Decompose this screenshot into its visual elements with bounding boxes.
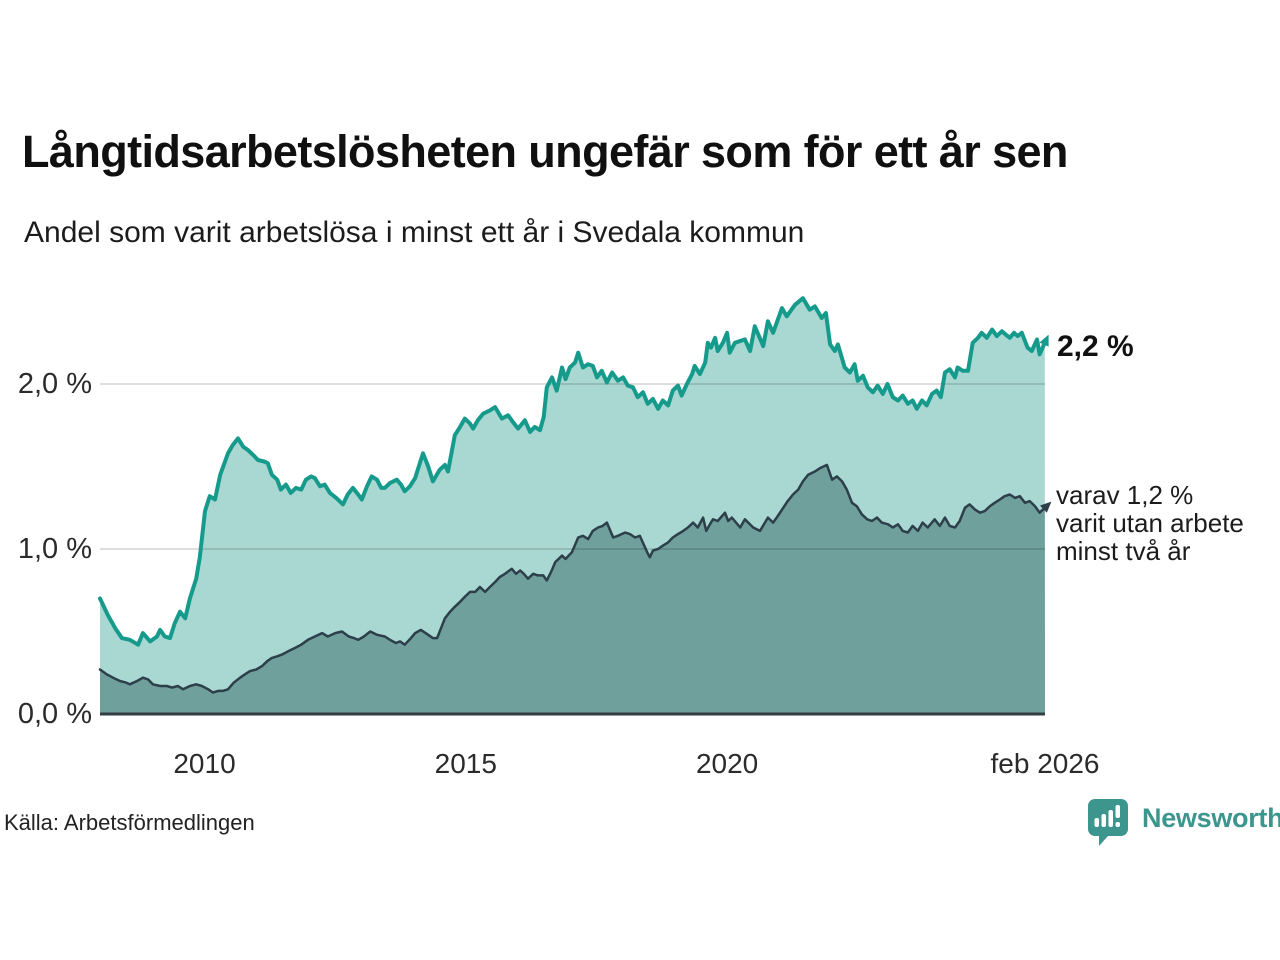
page-title: Långtidsarbetslösheten ungefär som för e… xyxy=(22,126,1068,177)
y-tick-label: 1,0 % xyxy=(17,533,92,565)
chart-lines xyxy=(98,296,1047,694)
brand-name: Newsworthy xyxy=(1142,803,1280,833)
secondary-series-label: varav 1,2 % varit utan arbete minst två … xyxy=(1056,480,1244,566)
y-tick-label: 2,0 % xyxy=(17,368,92,400)
x-tick-label: 2015 xyxy=(434,748,497,779)
x-tick-label: feb 2026 xyxy=(990,748,1100,779)
page-subtitle: Andel som varit arbetslösa i minst ett å… xyxy=(24,216,805,249)
y-tick-label: 0,0 % xyxy=(17,698,92,730)
newsworthy-icon xyxy=(1088,799,1128,846)
source-label: Källa: Arbetsförmedlingen xyxy=(4,810,255,835)
chart-areas xyxy=(100,298,1045,714)
x-tick-label: 2020 xyxy=(695,748,759,779)
x-tick-label: 2010 xyxy=(173,748,236,779)
newsworthy-logo: Newsworthy xyxy=(1087,798,1280,850)
end-value-label: 2,2 % xyxy=(1057,330,1134,363)
chart-baseline-and-arrows xyxy=(100,334,1052,716)
